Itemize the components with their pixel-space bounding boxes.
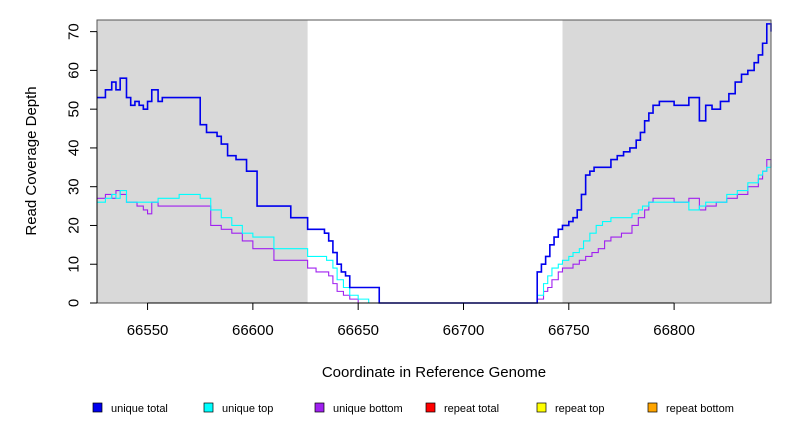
- x-tick-label-66600: 66600: [232, 322, 274, 339]
- series-unique-total: [97, 23, 772, 304]
- legend-label-repeat-total: repeat total: [444, 403, 499, 415]
- x-tick-label-66550: 66550: [127, 322, 169, 339]
- legend-swatch-repeat-bottom: [647, 402, 658, 413]
- y-axis: 0 10 20 30 40 50 60 70: [65, 23, 98, 307]
- x-tick-label-66650: 66650: [337, 322, 379, 339]
- legend-label-repeat-top: repeat top: [555, 403, 605, 415]
- legend-swatch-repeat-top: [536, 402, 547, 413]
- x-axis-title: Coordinate in Reference Genome: [322, 364, 546, 381]
- y-tick-label-10: 10: [65, 256, 82, 273]
- legend-swatch-unique-top: [203, 402, 214, 413]
- y-tick-label-50: 50: [65, 101, 82, 118]
- legend-swatch-unique-total: [92, 402, 103, 413]
- y-tick-label-0: 0: [65, 299, 82, 307]
- legend-label-unique-bottom: unique bottom: [333, 403, 403, 415]
- legend-swatch-repeat-total: [425, 402, 436, 413]
- y-tick-label-70: 70: [65, 23, 82, 40]
- y-axis-title: Read Coverage Depth: [23, 86, 40, 235]
- plot-background: [97, 20, 771, 303]
- legend-label-unique-total: unique total: [111, 403, 168, 415]
- legend-swatch-unique-bottom: [314, 402, 325, 413]
- y-tick-label-20: 20: [65, 217, 82, 234]
- legend-label-unique-top: unique top: [222, 403, 273, 415]
- legend: unique total unique top unique bottom repea…: [92, 402, 734, 415]
- shaded-region-1: [97, 20, 308, 303]
- y-tick-label-60: 60: [65, 62, 82, 79]
- x-tick-label-66800: 66800: [653, 322, 695, 339]
- x-tick-label-66700: 66700: [443, 322, 485, 339]
- series-unique-bottom: [97, 159, 772, 304]
- y-tick-label-40: 40: [65, 140, 82, 157]
- x-tick-label-66750: 66750: [548, 322, 590, 339]
- series-unique-top: [97, 163, 772, 304]
- x-axis: 66550 66600 66650 66700 66750 66800: [127, 302, 695, 339]
- legend-label-repeat-bottom: repeat bottom: [666, 403, 734, 415]
- y-tick-label-30: 30: [65, 178, 82, 195]
- shaded-region-2: [562, 20, 771, 303]
